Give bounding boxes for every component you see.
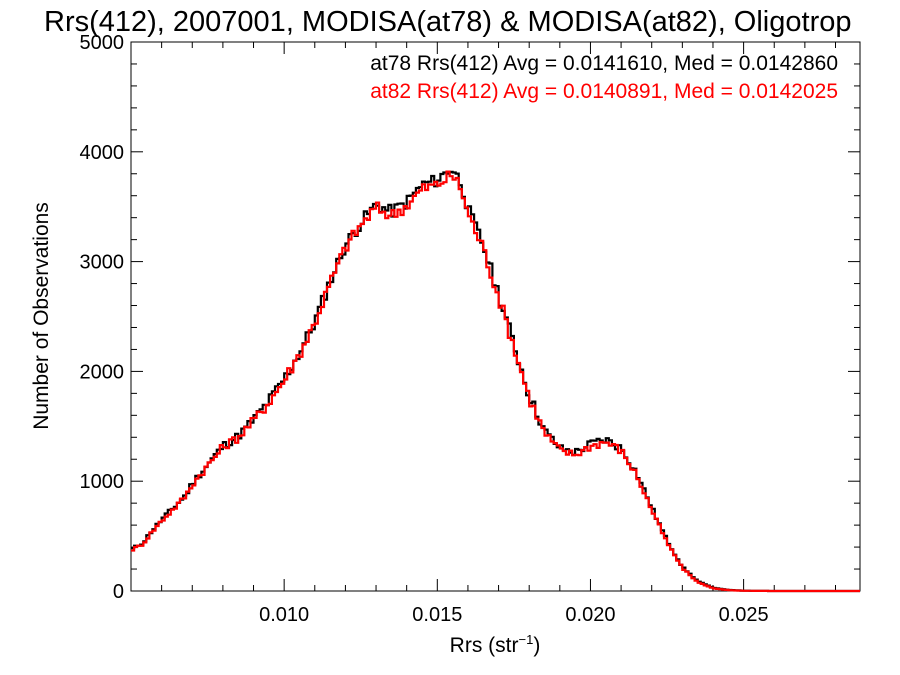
plot-frame — [130, 41, 861, 592]
y-tick-label: 3000 — [80, 252, 125, 274]
x-tick-label: 0.020 — [565, 604, 615, 626]
plot-border — [130, 41, 861, 592]
x-axis-label-superscript: −1 — [519, 632, 534, 647]
x-axis-label: Rrs (str−1) — [450, 632, 541, 657]
x-tick-label: 0.015 — [412, 604, 462, 626]
y-tick-labels: 0 1000 2000 3000 4000 5000 — [80, 32, 125, 603]
series-layer — [131, 170, 860, 593]
series-at82-histogram — [131, 170, 860, 593]
x-axis-label-main: Rrs (str — [450, 634, 519, 657]
y-tick-label: 4000 — [80, 142, 125, 164]
x-axis-label-close: ) — [533, 634, 540, 657]
y-tick-label: 2000 — [80, 361, 125, 383]
x-tick-labels: 0.010 0.015 0.020 0.025 — [259, 604, 769, 626]
axis-ticks — [130, 41, 860, 592]
y-tick-label: 1000 — [80, 471, 125, 493]
annotation-at78-stats: at78 Rrs(412) Avg = 0.0141610, Med = 0.0… — [370, 52, 838, 75]
x-tick-label: 0.010 — [259, 604, 309, 626]
chart-title: Rrs(412), 2007001, MODISA(at78) & MODISA… — [44, 6, 851, 38]
y-axis-label: Number of Observations — [30, 202, 53, 430]
series-at78-histogram — [131, 170, 860, 593]
x-tick-label: 0.025 — [719, 604, 769, 626]
y-tick-label: 5000 — [80, 32, 125, 54]
y-tick-label: 0 — [113, 581, 124, 603]
annotation-at82-stats: at82 Rrs(412) Avg = 0.0140891, Med = 0.0… — [370, 80, 838, 103]
